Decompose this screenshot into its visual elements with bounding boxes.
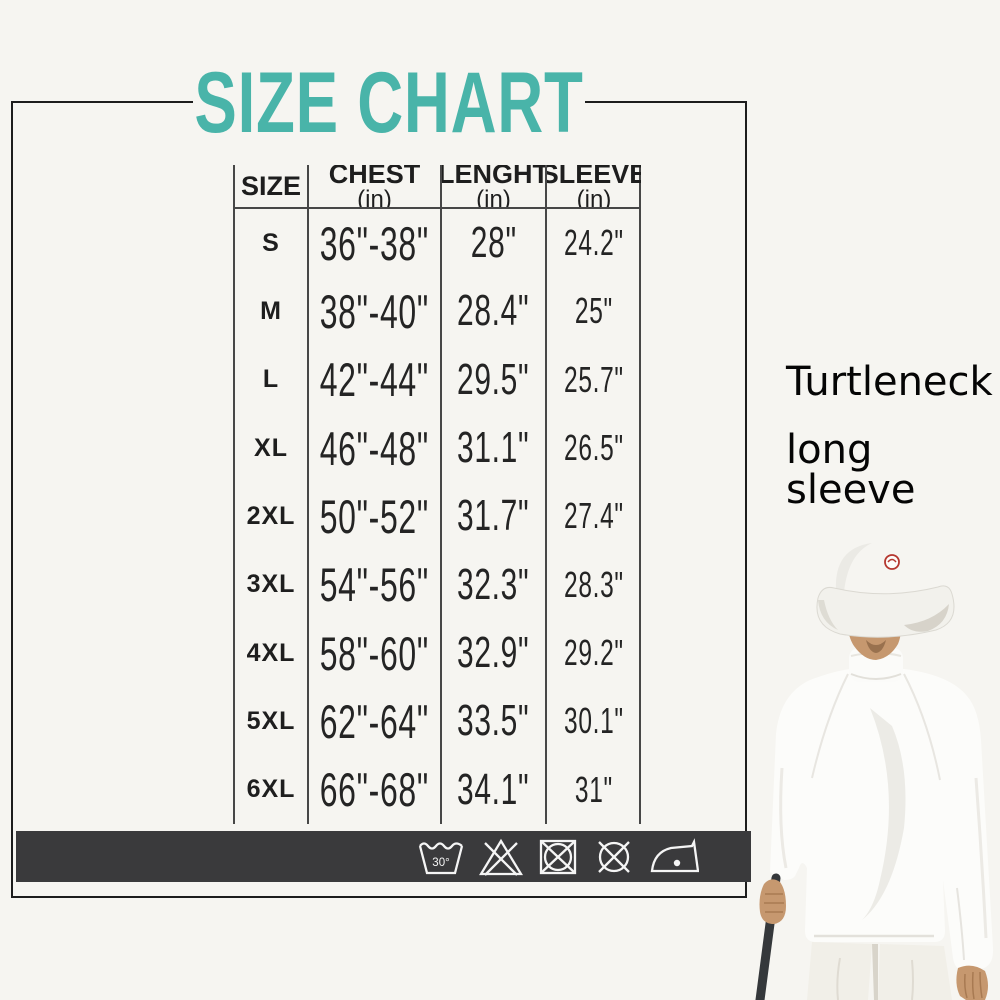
table-cell-length: 33.5" [440, 687, 545, 756]
table-cell-sleeve: 31" [545, 755, 641, 824]
size-table: SIZE CHEST (in) LENGHT (in) SLEEVE (in) … [233, 165, 641, 824]
table-cell-sleeve: 28.3" [545, 550, 641, 619]
care-instructions-bar: 30° [16, 831, 751, 882]
table-cell-size: XL [233, 414, 307, 483]
table-cell-length: 32.9" [440, 619, 545, 688]
table-cell-chest: 50"-52" [307, 482, 440, 551]
product-label-line1: Turtleneck [786, 359, 993, 405]
bucket-hat [816, 542, 955, 638]
do-not-bleach-icon [479, 837, 523, 877]
table-cell-length: 28.4" [440, 277, 545, 346]
col-header-sleeve: SLEEVE (in) [545, 165, 641, 209]
product-label: Turtleneck long sleeve [786, 362, 1000, 510]
table-cell-chest: 36"-38" [307, 209, 440, 278]
table-cell-chest: 54"-56" [307, 550, 440, 619]
table-cell-size: 4XL [233, 619, 307, 688]
col-header-chest: CHEST (in) [307, 165, 440, 209]
white-pants [807, 942, 952, 1000]
table-cell-chest: 42"-44" [307, 345, 440, 414]
table-cell-size: 5XL [233, 687, 307, 756]
table-cell-sleeve: 29.2" [545, 619, 641, 688]
table-cell-sleeve: 25.7" [545, 345, 641, 414]
svg-text:30°: 30° [432, 857, 449, 869]
table-cell-size: L [233, 345, 307, 414]
col-header-size: SIZE [233, 165, 307, 209]
table-cell-sleeve: 25" [545, 277, 641, 346]
table-cell-length: 28" [440, 209, 545, 278]
table-cell-size: 6XL [233, 755, 307, 824]
table-cell-length: 32.3" [440, 550, 545, 619]
table-cell-size: S [233, 209, 307, 278]
col-header-length: LENGHT (in) [440, 165, 545, 209]
table-cell-size: 3XL [233, 550, 307, 619]
table-cell-length: 34.1" [440, 755, 545, 824]
table-cell-length: 29.5" [440, 345, 545, 414]
title-left-rule [11, 101, 193, 103]
table-cell-chest: 38"-40" [307, 277, 440, 346]
table-cell-size: M [233, 277, 307, 346]
table-cell-length: 31.7" [440, 482, 545, 551]
title-right-rule [585, 101, 747, 103]
table-cell-sleeve: 26.5" [545, 414, 641, 483]
table-cell-sleeve: 30.1" [545, 687, 641, 756]
page-title: SIZE CHART [194, 54, 584, 151]
table-cell-sleeve: 24.2" [545, 209, 641, 278]
table-cell-length: 31.1" [440, 414, 545, 483]
table-cell-chest: 62"-64" [307, 687, 440, 756]
table-cell-chest: 46"-48" [307, 414, 440, 483]
table-cell-size: 2XL [233, 482, 307, 551]
product-label-line2: long sleeve [786, 427, 916, 513]
turtleneck-shirt [770, 669, 994, 972]
outer-frame [11, 101, 747, 898]
hat-logo [884, 554, 900, 570]
model-photo [755, 542, 994, 1000]
right-hand [956, 965, 988, 1000]
iron-icon [649, 837, 699, 877]
table-cell-chest: 66"-68" [307, 755, 440, 824]
do-not-tumble-dry-icon [537, 837, 579, 877]
table-cell-sleeve: 27.4" [545, 482, 641, 551]
table-cell-chest: 58"-60" [307, 619, 440, 688]
left-hand [759, 879, 786, 924]
wash-30-icon: 30° [417, 837, 465, 877]
do-not-dry-clean-icon [593, 837, 635, 877]
